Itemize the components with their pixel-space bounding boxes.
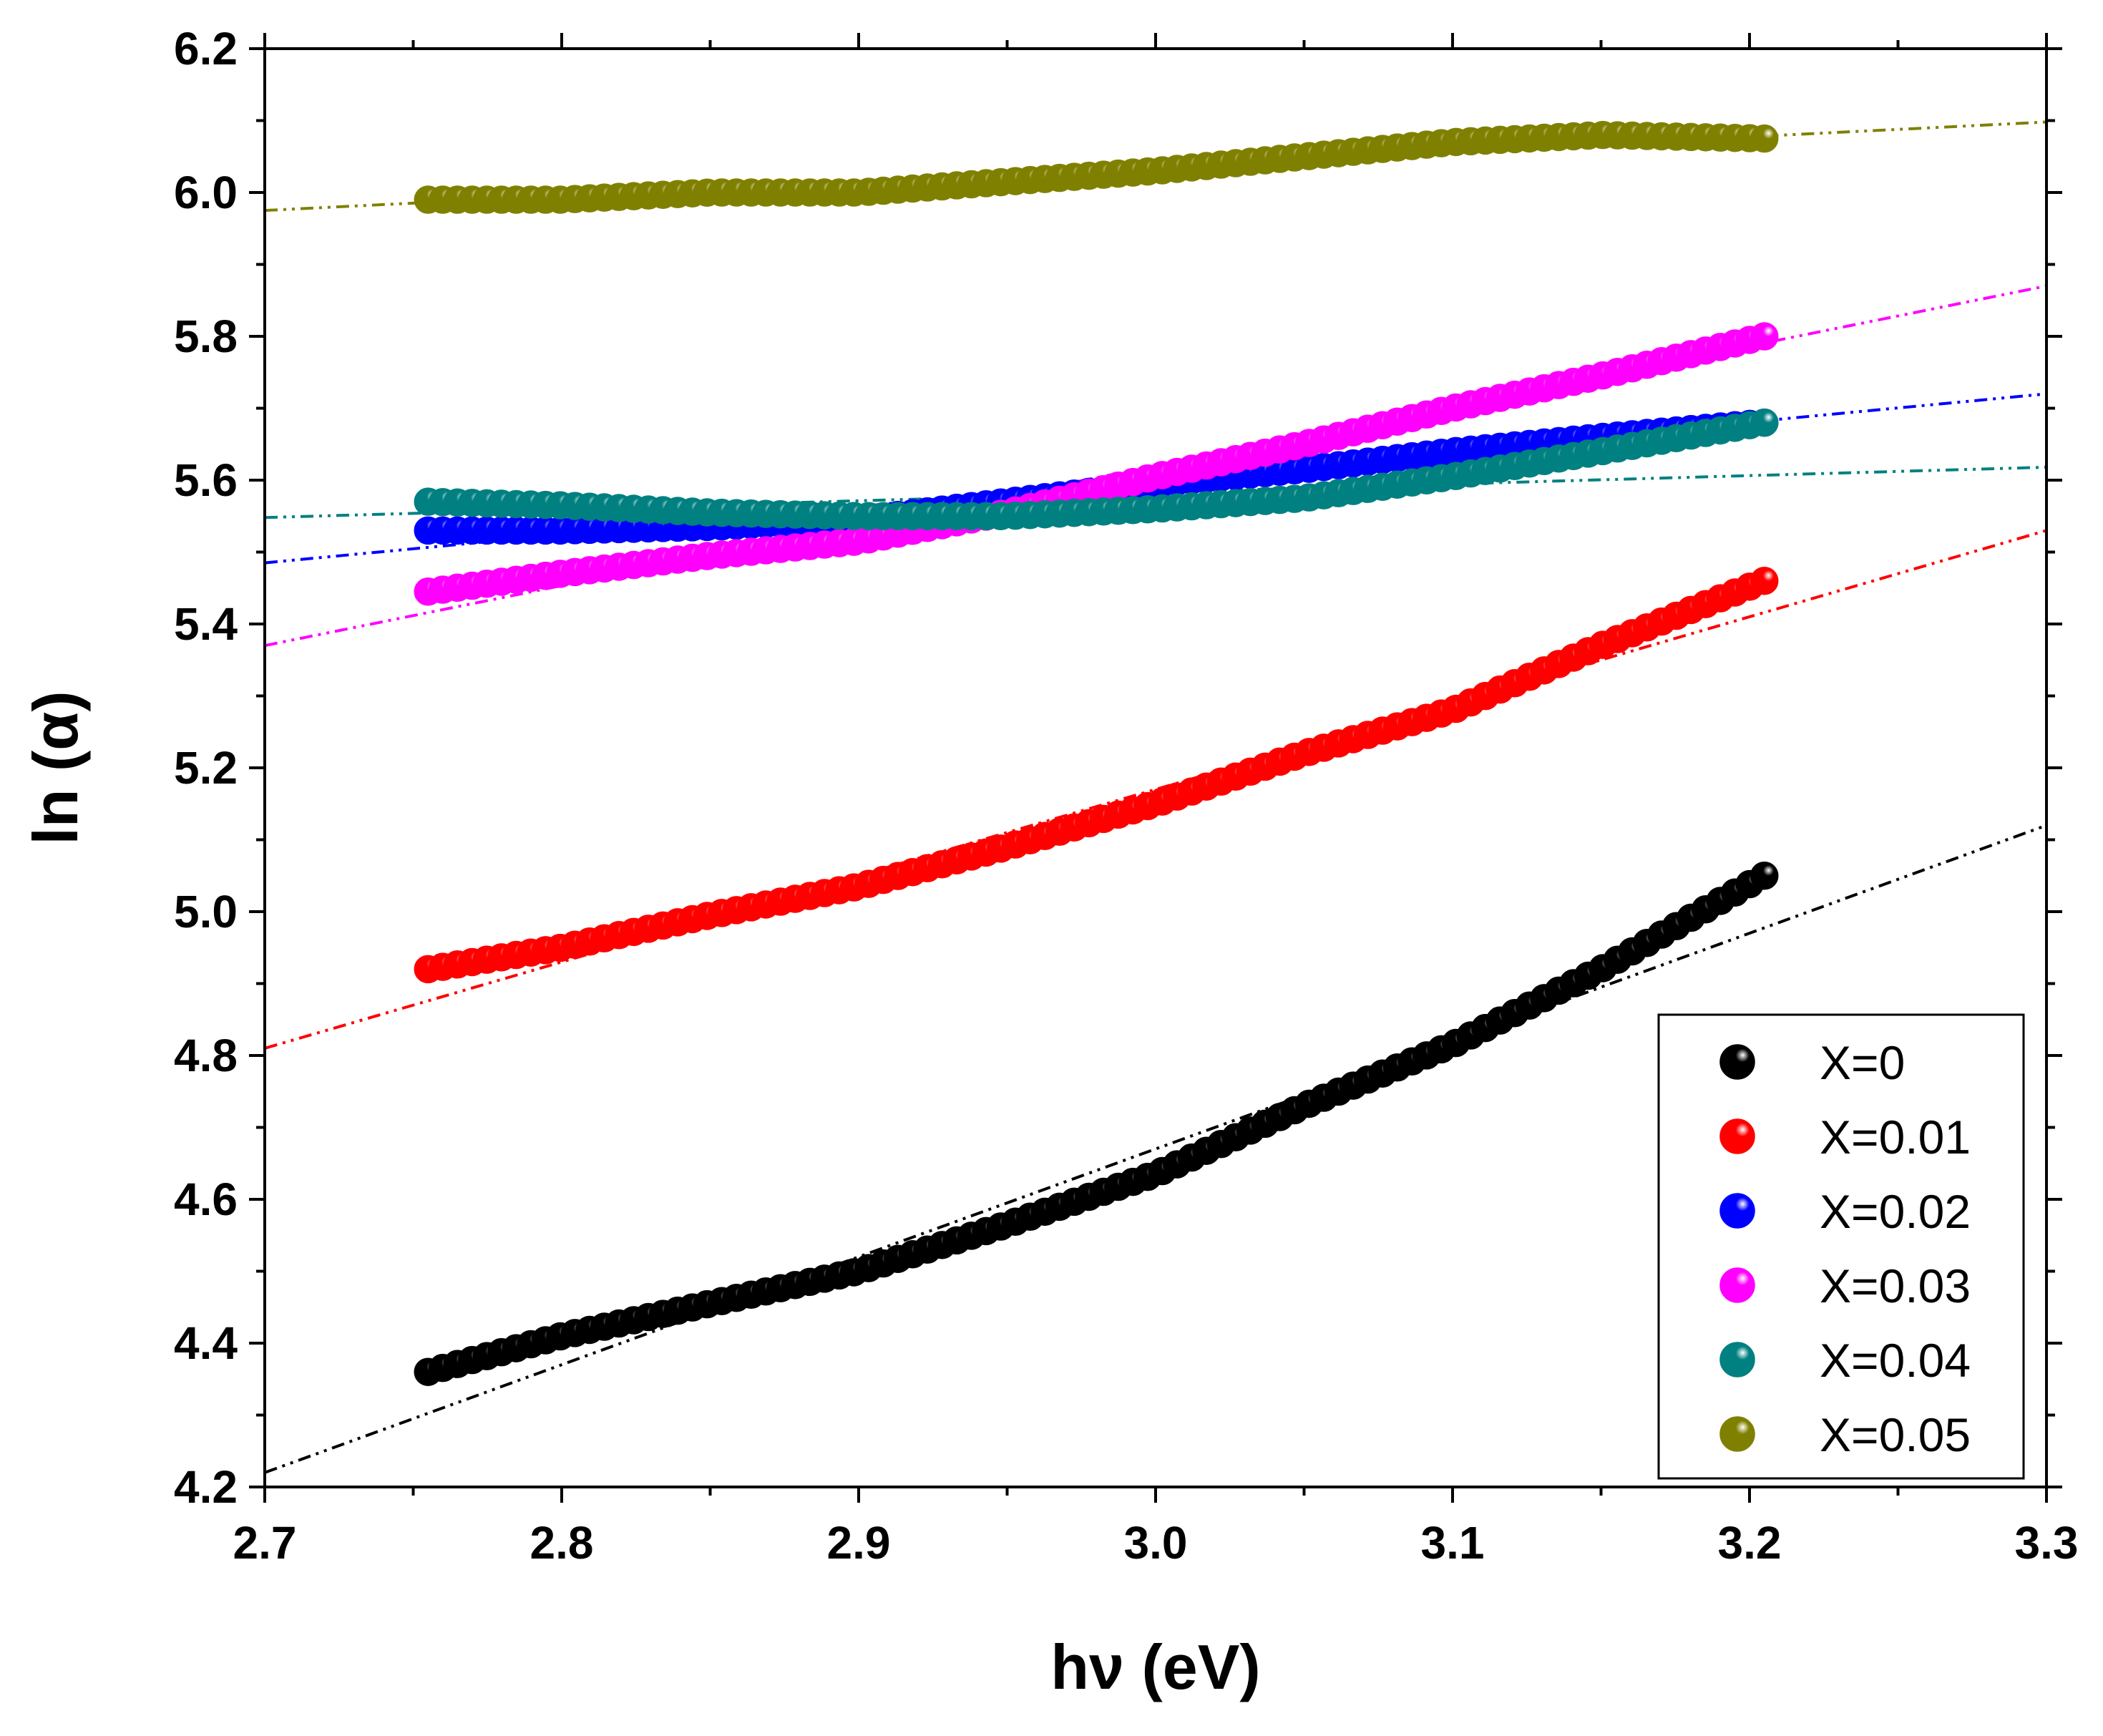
series-points xyxy=(414,862,1779,1386)
x-tick-label: 2.7 xyxy=(233,1517,297,1569)
data-point xyxy=(1750,408,1779,437)
x-tick-label: 3.1 xyxy=(1421,1517,1485,1569)
y-tick-label: 6.2 xyxy=(174,23,238,74)
legend-marker xyxy=(1719,1193,1755,1229)
y-tick-label: 5.4 xyxy=(174,598,238,650)
y-tick-label: 5.2 xyxy=(174,742,238,794)
data-point xyxy=(1750,862,1779,890)
legend-label: X=0.03 xyxy=(1820,1259,1971,1312)
y-tick-label: 6.0 xyxy=(174,167,238,218)
data-points xyxy=(414,120,1779,1386)
y-tick-label: 5.0 xyxy=(174,886,238,937)
data-point xyxy=(1750,124,1779,153)
series-points xyxy=(414,120,1779,214)
fit-line xyxy=(264,529,2047,1050)
y-tick-label: 4.2 xyxy=(174,1461,238,1513)
legend-marker xyxy=(1719,1267,1755,1303)
legend-label: X=0.02 xyxy=(1820,1185,1971,1238)
series-points xyxy=(414,408,1779,530)
fit-line xyxy=(264,824,2047,1474)
y-tick-label: 4.6 xyxy=(174,1174,238,1225)
legend-label: X=0 xyxy=(1820,1036,1905,1089)
legend-marker xyxy=(1719,1118,1755,1154)
series-points xyxy=(414,566,1779,984)
legend-box xyxy=(1657,1013,2025,1480)
y-tick-label: 4.8 xyxy=(174,1030,238,1081)
x-tick-label: 2.9 xyxy=(827,1517,891,1569)
legend: X=0 X=0.01 X=0.02 X=0.03 X=0.04 X=0.05 xyxy=(1657,1013,2025,1480)
data-point xyxy=(1750,566,1779,595)
legend-marker xyxy=(1719,1416,1755,1452)
y-axis-title: ln (α) xyxy=(20,691,91,844)
y-tick-label: 5.6 xyxy=(174,454,238,506)
x-axis-title: hν (eV) xyxy=(1050,1632,1260,1702)
x-tick-label: 3.2 xyxy=(1718,1517,1782,1569)
legend-label: X=0.04 xyxy=(1820,1334,1971,1387)
data-point xyxy=(1750,322,1779,351)
legend-label: X=0.05 xyxy=(1820,1408,1971,1461)
y-tick-label: 5.8 xyxy=(174,311,238,362)
y-tick-label: 4.4 xyxy=(174,1317,238,1369)
legend-label: X=0.01 xyxy=(1820,1111,1971,1164)
x-tick-label: 2.8 xyxy=(530,1517,594,1569)
legend-marker xyxy=(1719,1342,1755,1377)
legend-marker xyxy=(1719,1044,1755,1080)
axis-ticks: 2.7 2.8 2.9 3.0 3.1 3.2 3.3 4.2 4.4 4.6 4.8 5.0 5.2 5… xyxy=(174,23,2078,1569)
x-tick-label: 3.3 xyxy=(2015,1517,2079,1569)
x-tick-label: 3.0 xyxy=(1124,1517,1188,1569)
